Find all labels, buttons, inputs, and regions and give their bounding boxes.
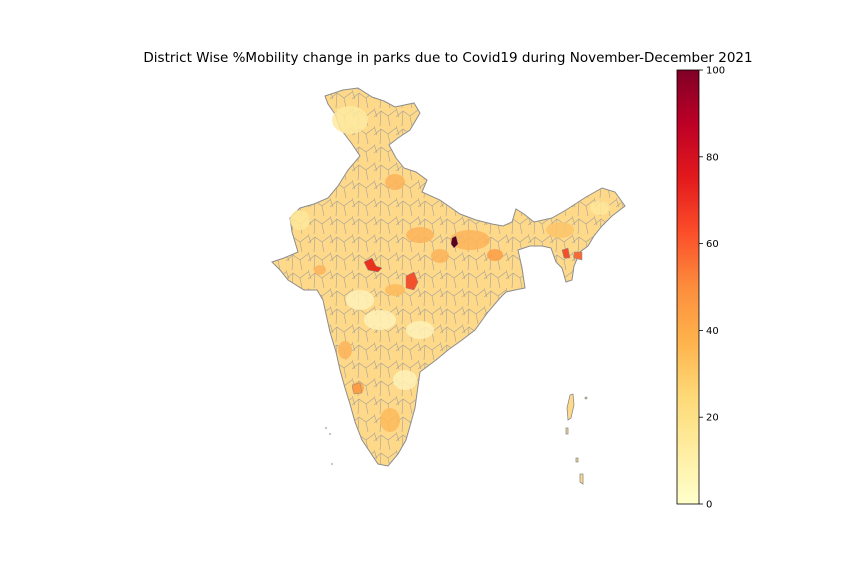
colorbar: 0 20 40 60 80 100 bbox=[676, 66, 725, 511]
hotspot-northeast-a bbox=[561, 247, 571, 259]
hotspots bbox=[351, 235, 583, 395]
map-title: District Wise %Mobility change in parks … bbox=[143, 50, 753, 66]
india-district-borders bbox=[272, 88, 625, 466]
colorbar-scale bbox=[676, 69, 700, 505]
andaman-nicobar-islands bbox=[565, 393, 588, 485]
colorbar-tick-label: 0 bbox=[706, 500, 712, 511]
hotspot-central bbox=[405, 271, 419, 291]
colorbar-tick-label: 60 bbox=[706, 239, 719, 250]
colorbar-tick-label: 20 bbox=[706, 413, 719, 424]
colorbar-tick-label: 40 bbox=[706, 326, 719, 337]
hotspot-northeast-b bbox=[573, 251, 583, 261]
hotspot-west-coast bbox=[351, 382, 363, 395]
colorbar-tick-label: 80 bbox=[706, 152, 719, 163]
lakshadweep-islands bbox=[325, 427, 333, 465]
district-shading bbox=[290, 106, 610, 432]
hotspot-north-dark bbox=[450, 235, 459, 249]
colorbar-tick-label: 100 bbox=[706, 66, 725, 77]
hotspot-central-west bbox=[363, 257, 383, 273]
india-map bbox=[271, 87, 626, 485]
colorbar-ticks: 0 20 40 60 80 100 bbox=[699, 66, 725, 511]
